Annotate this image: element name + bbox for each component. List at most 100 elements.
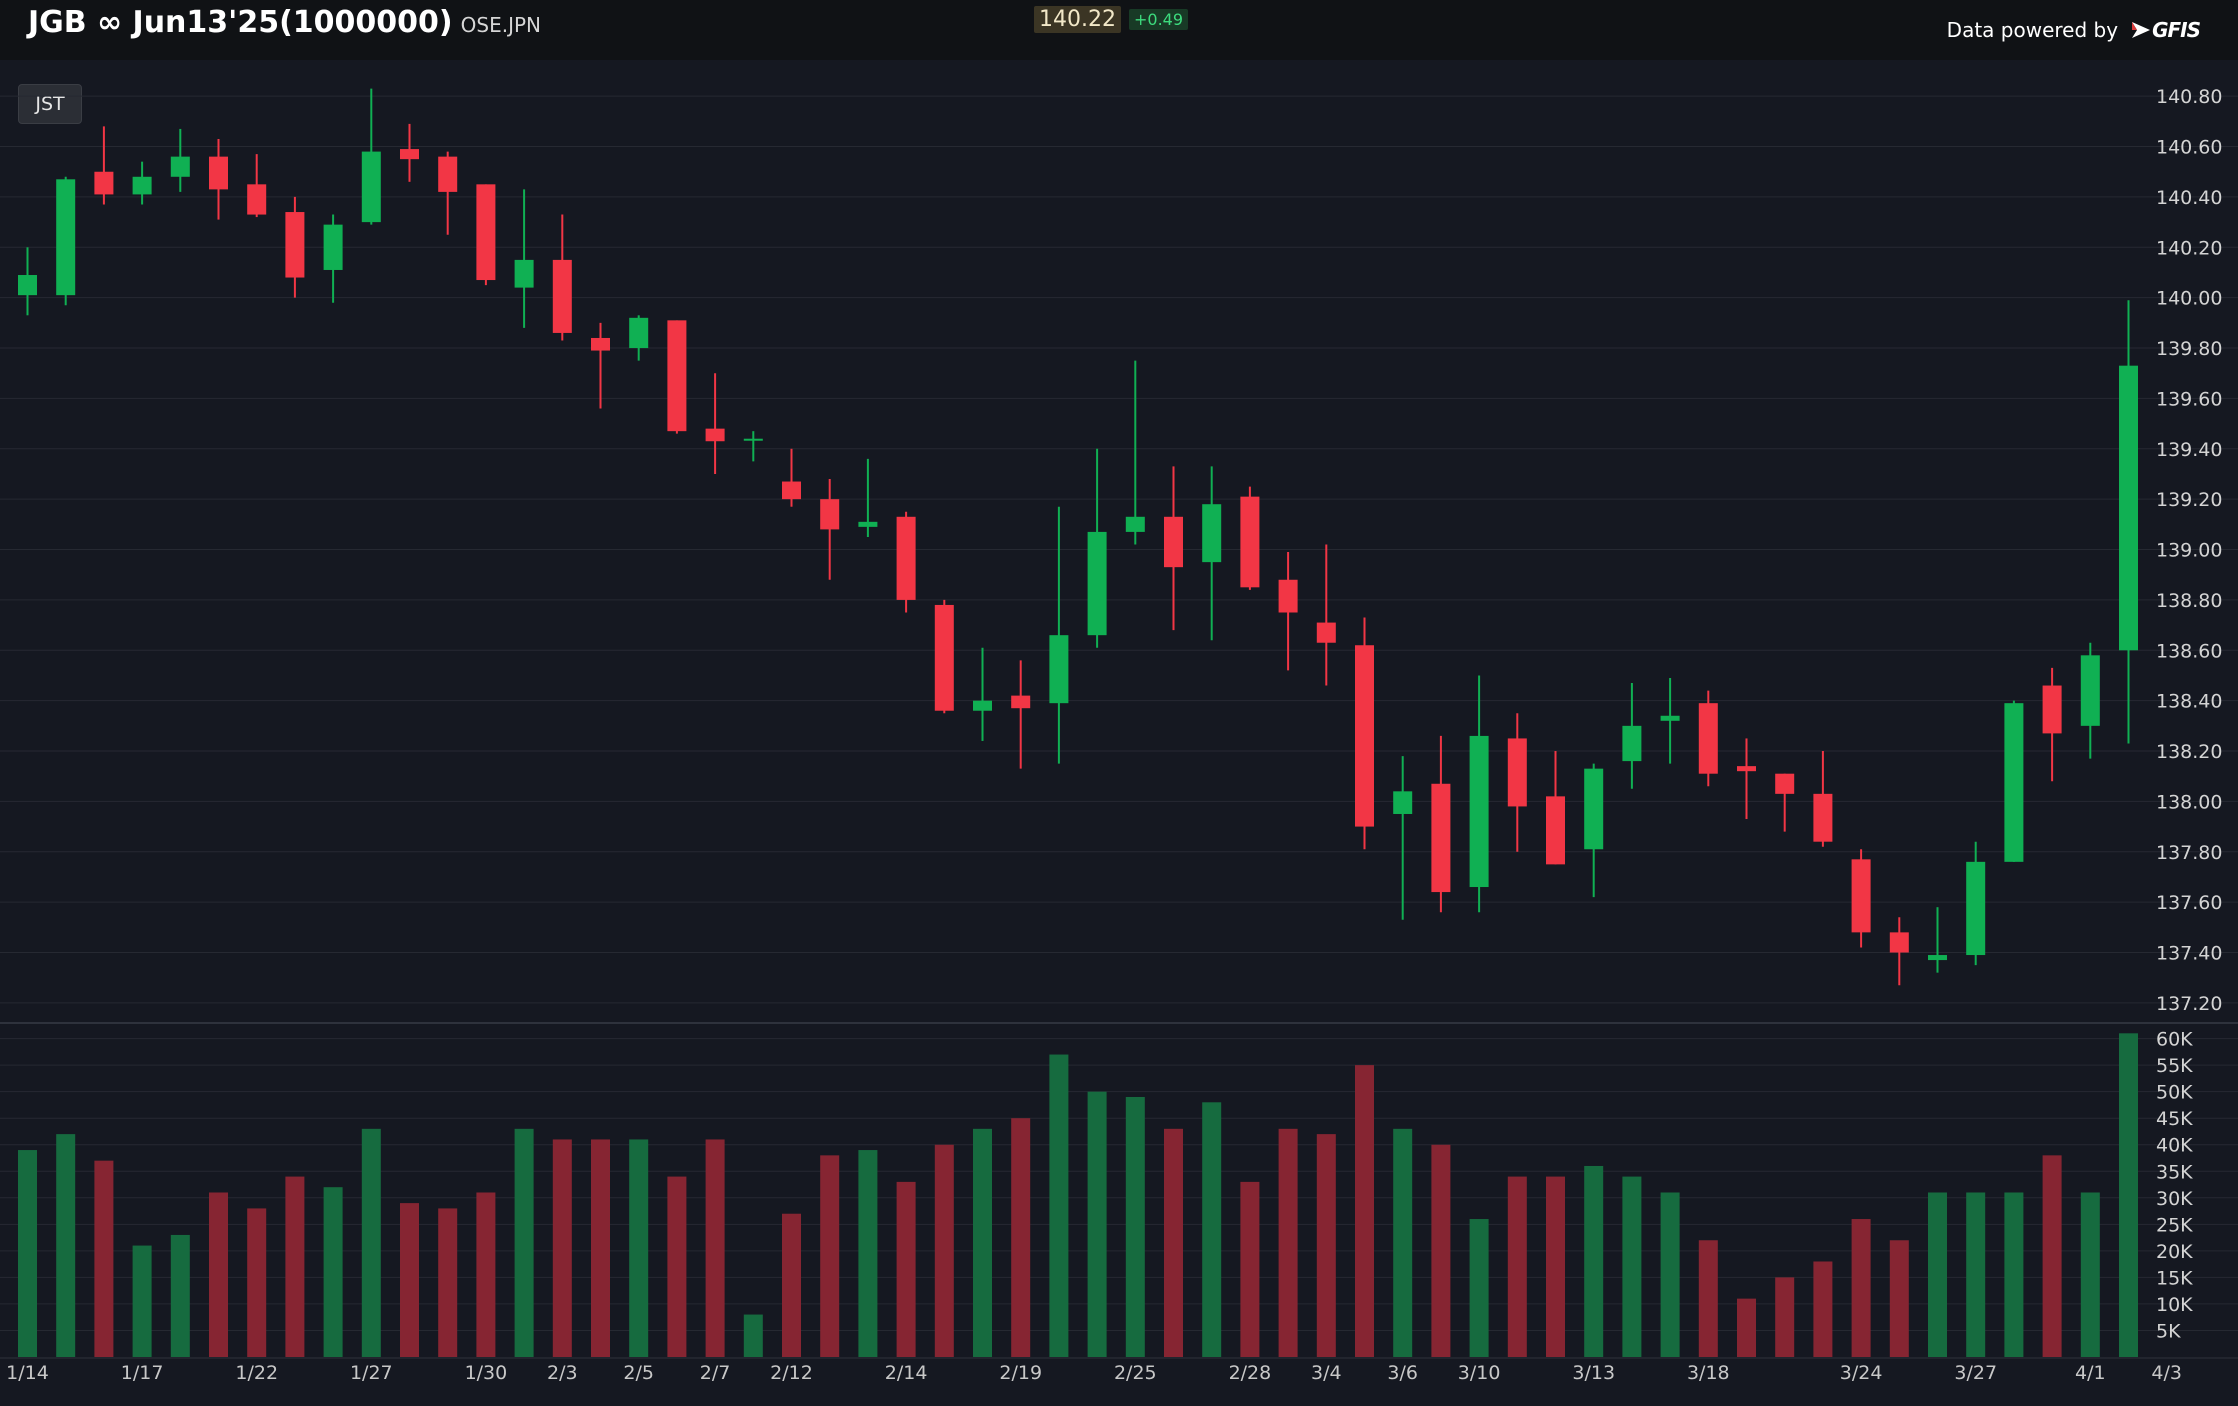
- time-tick-label: 2/28: [1229, 1362, 1272, 1384]
- volume-bar: [1125, 1096, 1145, 1357]
- volume-bar: [705, 1139, 725, 1357]
- volume-bar: [1928, 1192, 1947, 1357]
- candle-body: [1851, 859, 1871, 933]
- price-tick-label: 139.00: [2156, 540, 2222, 562]
- volume-bar: [1011, 1118, 1031, 1357]
- grid-lines: [0, 95, 2238, 1331]
- volume-bar: [1546, 1176, 1565, 1357]
- candle-body: [1622, 725, 1642, 762]
- instrument-title: JGB ∞ Jun13'25(1000000): [28, 4, 453, 40]
- time-tick-label: 2/19: [999, 1362, 1042, 1384]
- candle-body: [1087, 531, 1107, 636]
- volume-bar: [782, 1213, 801, 1357]
- candle-body: [323, 224, 343, 270]
- candle-body: [1928, 955, 1947, 961]
- price-tick-label: 139.80: [2156, 338, 2222, 360]
- volume-bar: [1851, 1219, 1871, 1357]
- timezone-button[interactable]: JST: [18, 84, 82, 124]
- time-tick-label: 1/27: [350, 1362, 393, 1384]
- volume-tick-label: 35K: [2156, 1161, 2193, 1183]
- volume-tick-label: 20K: [2156, 1241, 2193, 1263]
- candle-body: [896, 516, 916, 600]
- price-tick-label: 139.40: [2156, 439, 2222, 461]
- volume-bar: [132, 1245, 152, 1357]
- candle-body: [2080, 655, 2100, 726]
- time-tick-label: 2/3: [547, 1362, 578, 1384]
- time-tick-label: 3/24: [1840, 1362, 1883, 1384]
- volume-bar: [591, 1139, 610, 1357]
- volume-tick-label: 25K: [2156, 1214, 2193, 1236]
- time-tick-label: 2/25: [1114, 1362, 1157, 1384]
- candle-body: [1737, 766, 1756, 772]
- candle-body: [1507, 738, 1527, 807]
- time-tick-label: 3/18: [1687, 1362, 1730, 1384]
- price-tick-label: 139.20: [2156, 489, 2222, 511]
- candle-body: [170, 156, 190, 177]
- volume-bar: [1775, 1277, 1795, 1357]
- candle-body: [1469, 735, 1489, 888]
- volume-bar: [1622, 1176, 1642, 1357]
- price-volume-chart[interactable]: 140.80 140.60 140.40 140.20 140.00 139.80 139.…: [0, 60, 2238, 1406]
- price-tick-label: 138.80: [2156, 590, 2222, 612]
- candle-body: [591, 337, 610, 351]
- candle-body: [1584, 768, 1604, 850]
- time-tick-label: 1/22: [235, 1362, 278, 1384]
- candle-body: [209, 156, 228, 190]
- candle-body: [1393, 791, 1413, 814]
- volume-bar: [1660, 1192, 1680, 1357]
- candle-body: [1966, 861, 1986, 956]
- candle-body: [132, 176, 152, 195]
- candle-body: [858, 521, 878, 527]
- candle-body: [667, 320, 687, 432]
- candle-body: [1546, 796, 1565, 865]
- time-tick-label: 3/27: [1954, 1362, 1997, 1384]
- candle-body: [438, 156, 458, 192]
- price-tick-label: 140.60: [2156, 137, 2222, 159]
- volume-bar: [1164, 1128, 1183, 1357]
- candle-body: [285, 212, 305, 278]
- time-tick-label: 3/10: [1458, 1362, 1501, 1384]
- candle-body: [2119, 365, 2138, 651]
- volume-bar: [1202, 1102, 1222, 1357]
- volume-tick-label: 60K: [2156, 1029, 2193, 1051]
- volume-bar: [170, 1234, 190, 1357]
- volume-bar: [514, 1128, 534, 1357]
- time-tick-label: 3/6: [1387, 1362, 1418, 1384]
- volume-bar: [896, 1181, 916, 1357]
- volume-bar: [552, 1139, 572, 1357]
- candle-body: [782, 481, 801, 500]
- volume-bar: [1469, 1219, 1489, 1357]
- volume-tick-label: 10K: [2156, 1294, 2193, 1316]
- time-tick-label: 2/7: [700, 1362, 731, 1384]
- candle-body: [18, 275, 37, 296]
- candle-body: [361, 151, 381, 223]
- time-tick-label: 4/1: [2075, 1362, 2106, 1384]
- time-tick-label: 2/12: [770, 1362, 813, 1384]
- gfis-logo[interactable]: GFIS: [2130, 18, 2201, 42]
- instrument-title-group: JGB ∞ Jun13'25(1000000) OSE.JPN: [28, 0, 541, 44]
- volume-tick-label: 55K: [2156, 1055, 2193, 1077]
- time-tick-label: 3/13: [1572, 1362, 1615, 1384]
- volume-bar: [2080, 1192, 2100, 1357]
- volume-bar: [858, 1150, 878, 1357]
- candle-body: [1660, 715, 1680, 721]
- volume-bars: [18, 1033, 2138, 1357]
- price-tick-label: 137.20: [2156, 993, 2222, 1015]
- volume-tick-label: 15K: [2156, 1267, 2193, 1289]
- time-tick-label: 3/4: [1311, 1362, 1342, 1384]
- volume-bar: [56, 1134, 76, 1357]
- price-tick-label: 138.20: [2156, 741, 2222, 763]
- candle-body: [1431, 783, 1451, 893]
- price-summary: 140.22 +0.49: [1034, 6, 1189, 33]
- volume-bar: [1813, 1261, 1833, 1357]
- gfis-logo-text: GFIS: [2152, 18, 2201, 42]
- candle-body: [1698, 703, 1718, 774]
- candle-body: [247, 184, 267, 215]
- price-tick-label: 138.40: [2156, 691, 2222, 713]
- candle-body: [1813, 793, 1833, 842]
- candle-body: [1355, 645, 1374, 827]
- price-tick-label: 138.60: [2156, 640, 2222, 662]
- time-tick-label: 2/5: [623, 1362, 654, 1384]
- volume-bar: [285, 1176, 305, 1357]
- candle-body: [743, 438, 763, 441]
